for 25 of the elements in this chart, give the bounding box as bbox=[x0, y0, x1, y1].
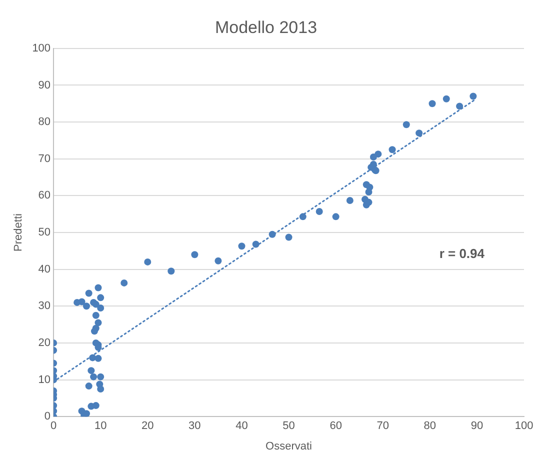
y-tick-label: 90 bbox=[38, 79, 51, 92]
x-tick-label: 20 bbox=[142, 420, 154, 432]
y-tick-label: 40 bbox=[38, 263, 51, 276]
x-tick-label: 70 bbox=[376, 420, 389, 432]
y-tick-label: 0 bbox=[44, 410, 51, 423]
y-tick-label: 80 bbox=[38, 116, 51, 128]
y-axis-title: Predetti bbox=[12, 214, 25, 252]
y-tick-label: 100 bbox=[32, 42, 51, 54]
y-tick-label: 50 bbox=[38, 226, 51, 239]
x-tick-label: 40 bbox=[236, 420, 248, 432]
x-tick-label: 30 bbox=[188, 420, 201, 432]
y-tick-label: 70 bbox=[38, 152, 51, 165]
y-tick-label: 60 bbox=[38, 190, 51, 202]
annotation: r = 0.94 bbox=[439, 246, 486, 262]
y-tick-label: 30 bbox=[38, 300, 51, 312]
y-tick-label: 20 bbox=[38, 336, 51, 349]
x-tick-label: 90 bbox=[470, 420, 484, 432]
x-tick-label: 80 bbox=[424, 420, 436, 432]
x-tick-label: 10 bbox=[94, 420, 107, 432]
x-axis-title: Osservati bbox=[266, 440, 312, 452]
y-tick-label: 10 bbox=[38, 374, 51, 386]
x-tick-label: 50 bbox=[282, 420, 295, 432]
x-tick-label: 60 bbox=[330, 420, 342, 432]
chart-title: Modello 2013 bbox=[214, 18, 318, 37]
x-tick-label: 100 bbox=[514, 420, 534, 432]
